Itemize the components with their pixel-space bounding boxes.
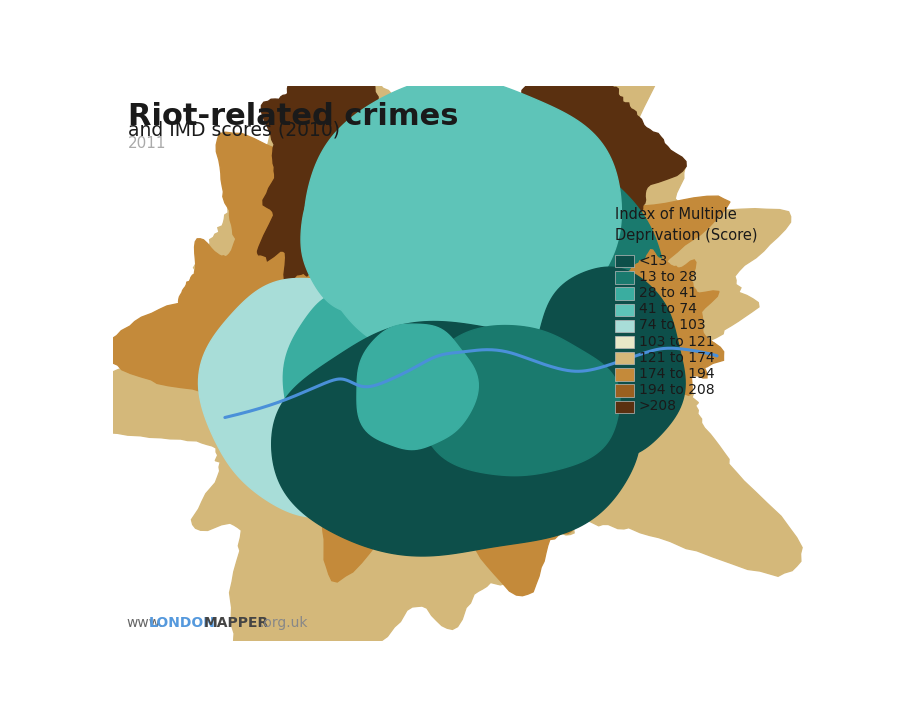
Text: 174 to 194: 174 to 194: [639, 367, 715, 381]
Text: Index of Multiple
Deprivation (Score): Index of Multiple Deprivation (Score): [615, 207, 757, 243]
Bar: [615, 287, 634, 300]
Bar: [615, 368, 634, 381]
Text: 74 to 103: 74 to 103: [639, 318, 706, 333]
Bar: [615, 271, 634, 284]
Polygon shape: [310, 95, 586, 288]
Text: 121 to 174: 121 to 174: [639, 351, 715, 365]
Text: 194 to 208: 194 to 208: [639, 383, 715, 397]
Text: 103 to 121: 103 to 121: [639, 335, 715, 348]
Text: >208: >208: [639, 400, 677, 413]
Text: Riot-related crimes: Riot-related crimes: [128, 102, 458, 131]
Text: 28 to 41: 28 to 41: [639, 286, 697, 300]
Polygon shape: [105, 98, 730, 595]
Bar: [615, 255, 634, 267]
Polygon shape: [199, 279, 433, 517]
Text: MAPPER: MAPPER: [204, 616, 269, 630]
Polygon shape: [256, 0, 386, 324]
Text: www.: www.: [126, 616, 164, 630]
Bar: [615, 304, 634, 316]
Polygon shape: [412, 154, 668, 457]
Bar: [615, 400, 634, 413]
Polygon shape: [357, 324, 478, 449]
Polygon shape: [78, 19, 802, 708]
Polygon shape: [412, 325, 620, 476]
Text: .org.uk: .org.uk: [260, 616, 308, 630]
Text: 13 to 28: 13 to 28: [639, 270, 697, 284]
Polygon shape: [304, 78, 621, 356]
Bar: [615, 320, 634, 332]
Polygon shape: [320, 228, 435, 405]
Text: 41 to 74: 41 to 74: [639, 302, 697, 316]
Bar: [615, 352, 634, 364]
Polygon shape: [464, 20, 686, 290]
Text: <13: <13: [639, 254, 668, 268]
Text: LONDON: LONDON: [148, 616, 216, 630]
Text: and IMD scores (2010): and IMD scores (2010): [128, 120, 340, 139]
Polygon shape: [518, 367, 679, 506]
Bar: [615, 384, 634, 397]
Polygon shape: [172, 233, 292, 382]
Bar: [615, 336, 634, 348]
Polygon shape: [284, 293, 437, 487]
Polygon shape: [532, 267, 685, 457]
Polygon shape: [272, 322, 640, 556]
Polygon shape: [301, 158, 454, 315]
Polygon shape: [600, 250, 719, 415]
Text: 2011: 2011: [128, 135, 166, 150]
